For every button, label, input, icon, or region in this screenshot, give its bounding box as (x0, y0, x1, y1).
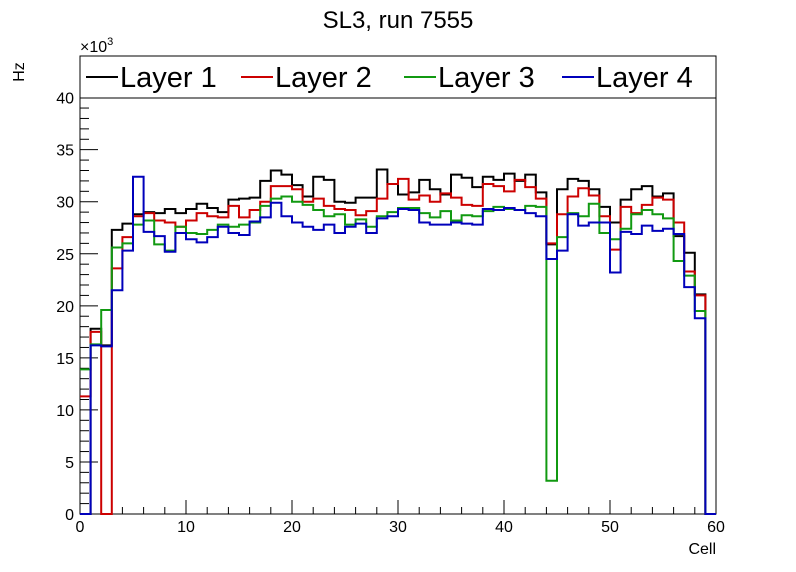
y-multiplier-exponent: 3 (107, 36, 113, 48)
y-tick-label: 20 (56, 299, 74, 316)
y-axis: 0 5 10 15 20 25 30 35 40 (56, 55, 98, 524)
chart-title: SL3, run 7555 (323, 7, 474, 34)
y-tick-label: 40 (56, 91, 74, 108)
x-axis-label: Cell (688, 541, 716, 558)
y-tick-label: 25 (56, 247, 74, 264)
y-tick-label: 0 (65, 507, 74, 524)
legend-label-layer-1: Layer 1 (120, 62, 217, 94)
x-axis: 0 10 20 30 40 50 60 (76, 500, 725, 536)
x-tick-label: 60 (707, 519, 725, 536)
legend-label-layer-3: Layer 3 (438, 62, 535, 94)
x-tick-label: 40 (495, 519, 513, 536)
legend-box (79, 55, 717, 99)
series-group (80, 168, 716, 515)
x-tick-label: 20 (283, 519, 301, 536)
y-axis-label: Hz (11, 62, 28, 82)
y-tick-label: 5 (65, 455, 74, 472)
x-tick-label: 30 (389, 519, 407, 536)
series-line-layer-1 (80, 168, 716, 515)
x-tick-label: 50 (601, 519, 619, 536)
legend-items: Layer 1 Layer 2 Layer 3 Layer 4 (86, 62, 693, 94)
y-axis-label-group: Hz (11, 62, 28, 82)
plot-frame (79, 55, 717, 515)
legend: Layer 1 Layer 2 Layer 3 Layer 4 (79, 55, 717, 99)
legend-label-layer-4: Layer 4 (596, 62, 693, 94)
series-line-layer-4 (80, 175, 716, 515)
y-multiplier-base: ×10 (80, 39, 107, 56)
y-tick-label: 10 (56, 403, 74, 420)
y-multiplier: ×103 (80, 36, 113, 56)
y-tick-label: 35 (56, 143, 74, 160)
y-tick-label: 15 (56, 351, 74, 368)
x-tick-label: 10 (177, 519, 195, 536)
legend-label-layer-2: Layer 2 (275, 62, 372, 94)
x-tick-label: 0 (76, 519, 85, 536)
y-tick-label: 30 (56, 195, 74, 212)
